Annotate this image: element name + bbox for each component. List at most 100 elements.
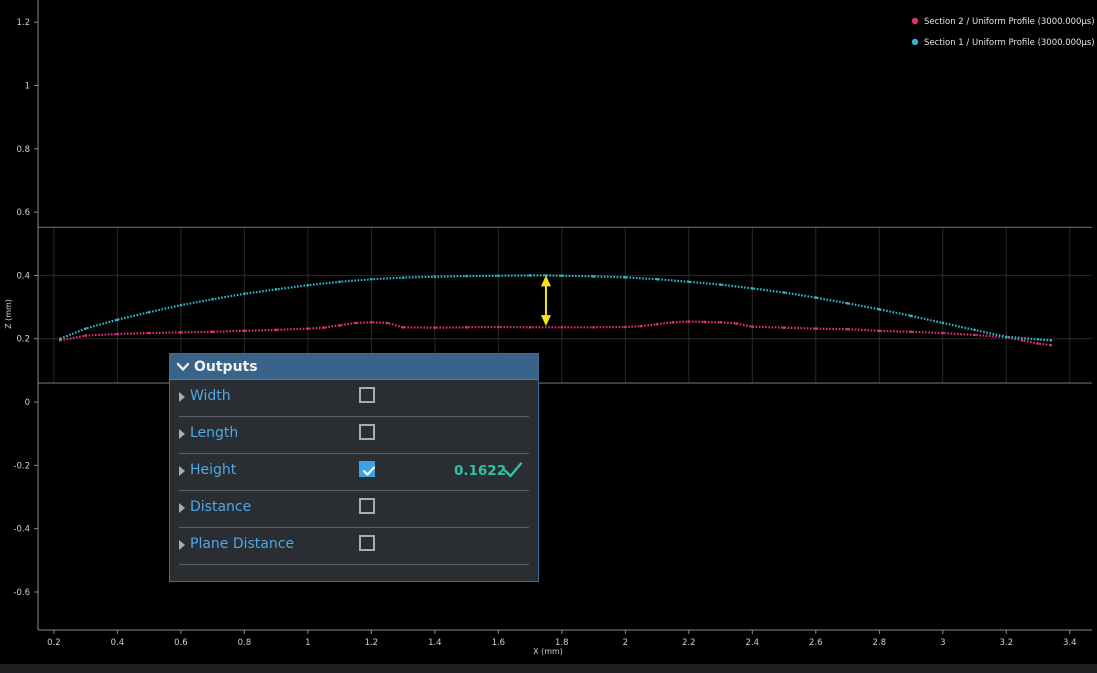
data-point [592,326,595,329]
x-tick-label: 2 [623,638,628,648]
data-point [941,331,945,335]
height-value: 0.1622 [454,463,507,479]
x-tick-label: 1.4 [428,638,442,648]
legend-entry[interactable]: Section 2 / Uniform Profile (3000.000µs) [924,17,1095,27]
y-axis-title: Z (mm) [4,299,13,329]
output-checkbox[interactable] [359,424,375,440]
outputs-panel: Outputs Width Length Height 0.1622 Dista… [169,353,539,582]
data-point [84,334,87,337]
expand-triangle-icon[interactable] [179,392,185,402]
output-checkbox[interactable] [359,387,375,403]
legend-marker[interactable] [911,38,919,46]
x-tick-label: 3.2 [1000,638,1014,648]
expand-triangle-icon[interactable] [179,503,185,513]
data-point [58,337,62,341]
x-tick-label: 1.2 [365,638,379,648]
data-point [973,328,976,332]
data-point [814,296,818,299]
data-point [703,320,706,324]
x-tick-label: 2.8 [873,638,887,648]
data-point [973,333,976,337]
data-point [370,320,373,324]
pass-check-icon [503,460,523,484]
x-tick-label: 1 [305,638,310,648]
y-tick-label: 0.2 [16,335,30,345]
data-point [941,321,945,325]
x-tick-label: 2.4 [746,638,760,648]
data-point [243,292,246,296]
data-point [687,280,691,284]
data-point [179,303,183,307]
legend-marker[interactable] [911,17,919,25]
output-label[interactable]: Width [190,388,231,404]
output-row-length[interactable]: Length [179,417,529,454]
data-point [465,326,468,329]
data-point [354,321,357,325]
data-point [306,283,310,287]
data-point [909,314,913,318]
output-label[interactable]: Length [190,425,239,441]
y-tick-label: -0.4 [13,525,30,535]
data-point [243,329,246,333]
x-axis-title: X (mm) [533,647,563,656]
data-point [147,331,151,335]
data-point [528,326,532,329]
data-point [624,325,627,329]
y-tick-label: 0 [25,398,30,408]
output-row-distance[interactable]: Distance [179,491,529,528]
data-point [306,327,310,330]
data-point [751,325,754,329]
data-point [877,308,881,311]
x-tick-label: 3 [940,638,945,648]
data-point [624,276,627,279]
x-tick-label: 3.4 [1063,638,1077,648]
data-point [497,325,500,329]
data-point [433,326,437,329]
outputs-panel-header[interactable]: Outputs [170,354,538,380]
data-point [592,275,595,278]
expand-triangle-icon[interactable] [179,466,185,476]
y-tick-label: -0.2 [13,461,30,471]
data-point [560,326,564,329]
data-point [909,330,913,334]
output-label[interactable]: Distance [190,499,252,515]
output-checkbox[interactable] [359,498,375,514]
output-checkbox[interactable] [359,461,376,477]
data-point [655,277,659,281]
bottom-strip [0,664,1097,673]
data-point [370,277,373,281]
output-label[interactable]: Height [190,462,237,478]
data-point [528,274,532,277]
expand-triangle-icon[interactable] [179,429,185,439]
data-point [338,324,341,327]
y-tick-label: 1.2 [16,18,30,28]
data-point [1049,343,1053,347]
x-tick-label: 0.8 [238,638,252,648]
data-point [116,332,119,336]
data-point [211,297,214,301]
chevron-down-icon[interactable] [176,360,190,374]
legend-entry[interactable]: Section 1 / Uniform Profile (3000.000µs) [924,38,1095,48]
output-checkbox[interactable] [359,535,375,551]
data-point [147,310,151,314]
data-point [671,320,675,324]
output-row-height[interactable]: Height 0.1622 [179,454,529,491]
data-point [84,327,87,330]
series-line-2[interactable] [59,274,1051,342]
data-point [560,274,564,278]
y-tick-label: -0.6 [13,588,30,598]
expand-triangle-icon[interactable] [179,540,185,550]
x-tick-label: 0.4 [111,638,125,648]
output-row-width[interactable]: Width [179,380,529,417]
output-row-plane-distance[interactable]: Plane Distance [179,528,529,565]
data-point [116,318,119,322]
output-label[interactable]: Plane Distance [190,536,295,552]
data-point [1020,339,1024,342]
height-arrow-head-up [540,275,551,287]
data-point [274,328,278,332]
data-point [846,327,849,331]
data-point [1004,335,1008,339]
checkmark-icon [362,466,376,476]
